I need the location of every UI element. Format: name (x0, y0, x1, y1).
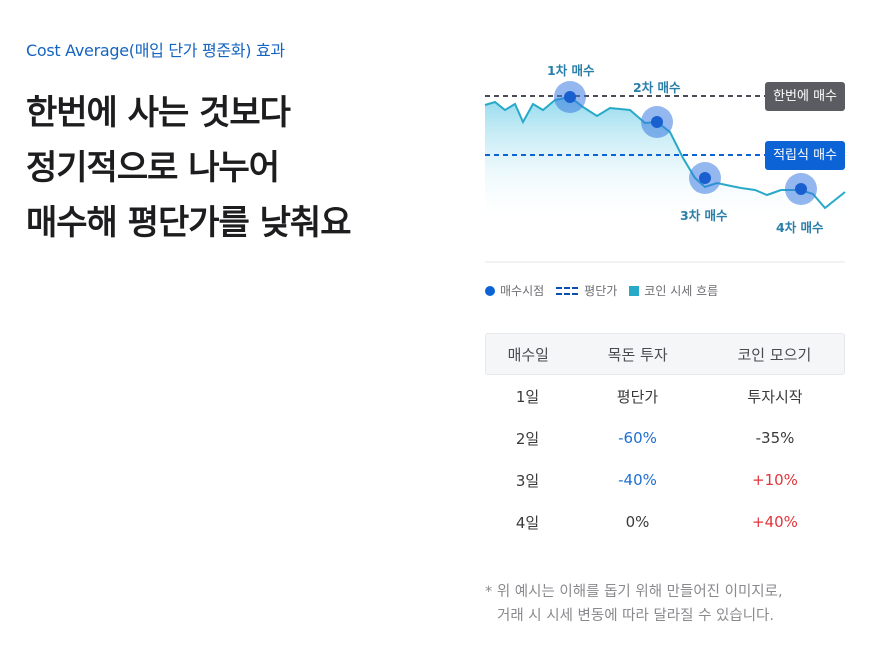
tag-lump-sum: 한번에 매수 (765, 82, 845, 111)
cost-average-chart: 한번에 매수 적립식 매수 1차 매수 2차 매수 3차 매수 4차 매수 (484, 40, 846, 268)
header-lump-sum: 목돈 투자 (607, 345, 668, 364)
table-row: 3일 -40% +10% (485, 459, 845, 501)
cell-lump-sum: 평단가 (616, 387, 659, 406)
buy-point-4 (785, 173, 817, 205)
cell-day: 1일 (515, 387, 540, 406)
header-buy-day: 매수일 (507, 345, 549, 364)
cell-lump-sum: -40% (618, 471, 657, 489)
buy-point-3 (689, 162, 721, 194)
cell-day: 2일 (515, 429, 540, 448)
legend-avg-label: 평단가 (584, 284, 618, 298)
headline-line-2: 정기적으로 나누어 (26, 148, 280, 188)
legend-buy: 매수시점 (485, 282, 544, 299)
legend-buy-label: 매수시점 (500, 284, 545, 298)
point-label-3: 3차 매수 (680, 208, 728, 223)
avg-line-legend-icon (556, 286, 579, 295)
buy-point-1 (554, 81, 586, 113)
cell-dca: 투자시작 (747, 387, 803, 406)
table-row: 2일 -60% -35% (485, 417, 845, 459)
cell-dca: -35% (755, 429, 795, 447)
tag-dca: 적립식 매수 (765, 141, 845, 170)
cell-day: 4일 (515, 513, 540, 532)
cell-day: 3일 (515, 471, 540, 490)
table-row: 1일 평단가 투자시작 (485, 375, 845, 417)
buy-point-legend-icon (485, 285, 495, 296)
headline-line-1: 한번에 사는 것보다 (26, 93, 291, 133)
price-area (485, 97, 845, 225)
chart-graphic (484, 81, 846, 263)
cell-lump-sum: 0% (625, 513, 650, 531)
price-flow-legend-icon (629, 285, 640, 296)
point-label-1: 1차 매수 (547, 63, 595, 78)
eyebrow-title: Cost Average(매입 단가 평준화) 효과 (26, 41, 285, 60)
comparison-table: 매수일 목돈 투자 코인 모으기 1일 평단가 투자시작 2일 -60% -35… (485, 333, 845, 543)
cell-dca: +10% (752, 471, 798, 489)
note-line-2: 거래 시 시세 변동에 따라 달라질 수 있습니다. (497, 608, 774, 624)
note-line-1: * 위 예시는 이해를 돕기 위해 만들어진 이미지로, (485, 584, 783, 600)
cell-lump-sum: -60% (618, 429, 657, 447)
legend-avg: 평단가 (556, 282, 617, 299)
header-dca: 코인 모으기 (737, 345, 812, 364)
point-label-2: 2차 매수 (633, 80, 681, 95)
chart-legend: 매수시점 평단가 코인 시세 흐름 (485, 282, 730, 299)
buy-point-2 (641, 106, 673, 138)
table-header: 매수일 목돈 투자 코인 모으기 (485, 333, 845, 375)
headline: 한번에 사는 것보다 정기적으로 나누어 매수해 평단가를 낮춰요 (26, 86, 351, 251)
disclaimer-note: * 위 예시는 이해를 돕기 위해 만들어진 이미지로, 거래 시 시세 변동에… (485, 580, 783, 628)
legend-flow-label: 코인 시세 흐름 (644, 284, 719, 298)
legend-flow: 코인 시세 흐름 (629, 282, 718, 299)
table-row: 4일 0% +40% (485, 501, 845, 543)
cell-dca: +40% (752, 513, 798, 531)
point-label-4: 4차 매수 (776, 220, 824, 235)
headline-line-3: 매수해 평단가를 낮춰요 (26, 203, 351, 243)
